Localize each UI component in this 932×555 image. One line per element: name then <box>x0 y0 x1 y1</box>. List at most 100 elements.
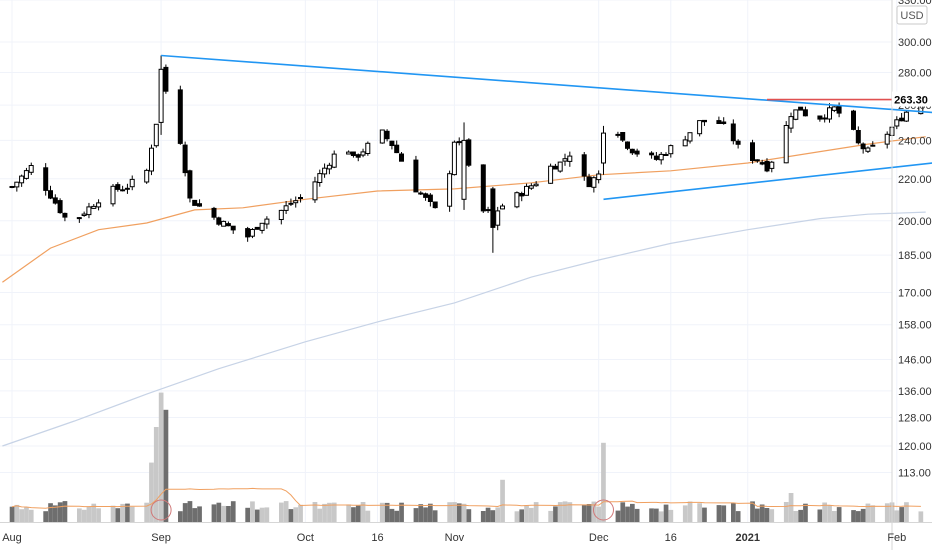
volume-bar <box>582 505 587 522</box>
candle <box>722 117 726 125</box>
candle <box>159 56 163 135</box>
volume-bar <box>462 504 467 522</box>
candle <box>121 186 125 192</box>
candle <box>828 103 832 123</box>
y-tick-label: 113.00 <box>898 468 931 480</box>
x-axis[interactable]: AugSepOct16NovDec162021FebMar <box>2 532 932 544</box>
volume-bar <box>390 509 395 522</box>
y-tick-label: 128.00 <box>898 413 932 425</box>
volume-bar <box>563 501 568 522</box>
candle <box>366 142 370 156</box>
volume-bar <box>760 505 765 523</box>
volume-bar <box>217 503 222 522</box>
volume-bar <box>620 502 625 522</box>
candle <box>654 152 658 161</box>
volume-bar <box>529 508 534 522</box>
volume-bar <box>827 505 832 522</box>
volume-bar <box>260 508 265 522</box>
candle <box>255 227 259 230</box>
candle <box>53 194 57 204</box>
candle <box>597 170 601 183</box>
candle <box>313 177 317 203</box>
volume-bar <box>649 508 654 522</box>
candle <box>635 149 639 157</box>
volume-bar <box>15 505 20 522</box>
candle <box>279 210 283 225</box>
candle <box>29 163 33 175</box>
candle <box>823 114 827 122</box>
candle <box>231 226 235 234</box>
candle <box>265 216 269 229</box>
volume-bar <box>197 506 202 522</box>
volume-bar <box>721 505 726 522</box>
candle <box>789 113 793 133</box>
candle <box>885 131 889 148</box>
volume-bar <box>731 503 736 522</box>
candle <box>332 151 336 169</box>
candle <box>178 86 182 145</box>
volume-bar <box>548 511 553 522</box>
candle <box>289 199 293 206</box>
candle <box>116 182 120 192</box>
candle <box>212 207 216 220</box>
candle <box>15 182 19 192</box>
candle <box>467 138 471 167</box>
y-tick-label: 120.00 <box>898 441 932 453</box>
candle <box>799 107 803 110</box>
candle <box>294 197 298 208</box>
volume-bar <box>433 510 438 522</box>
volume-bar <box>130 507 135 522</box>
volume-bar <box>669 510 674 522</box>
candle <box>24 168 28 180</box>
candle <box>58 198 62 214</box>
candle <box>491 187 495 253</box>
candle <box>731 119 735 144</box>
candle <box>20 175 24 187</box>
candle <box>568 152 572 167</box>
volume-bar <box>818 510 823 523</box>
candle <box>318 170 322 187</box>
volume-bar <box>616 511 621 522</box>
candle <box>111 184 115 207</box>
candle <box>592 176 596 192</box>
candle <box>400 152 404 161</box>
candle <box>832 106 836 112</box>
candle <box>496 207 500 230</box>
y-tick-label: 240.00 <box>898 135 932 147</box>
last-price-label: 263.30 <box>894 95 928 107</box>
x-tick-label: Dec <box>589 532 609 544</box>
volume-bar <box>654 509 659 522</box>
candle <box>63 213 67 222</box>
candle <box>717 117 721 124</box>
y-tick-label: 158.00 <box>898 320 932 332</box>
volume-bar <box>293 507 298 522</box>
y-axis[interactable]: 330.00300.00280.00260.00240.00220.00200.… <box>898 0 932 480</box>
x-tick-label: Oct <box>297 532 314 544</box>
volume-bar <box>736 511 741 522</box>
volume-bar <box>226 506 231 522</box>
candle <box>664 152 668 156</box>
candle <box>193 200 197 206</box>
y-tick-label: 220.00 <box>898 174 932 186</box>
volume-bar <box>625 507 630 522</box>
y-tick-label: 136.00 <box>898 386 932 398</box>
candle <box>621 132 625 142</box>
volume-bar <box>500 480 505 522</box>
volume-bar <box>24 507 29 522</box>
candle <box>698 121 702 137</box>
y-tick-label: 300.00 <box>898 37 932 49</box>
candle <box>299 194 303 202</box>
candle <box>563 154 567 166</box>
candle <box>92 204 96 209</box>
candle <box>433 202 437 209</box>
volume-bar <box>159 393 164 522</box>
candle <box>130 176 134 191</box>
candle <box>770 161 774 172</box>
candle <box>222 221 226 227</box>
volume-bar <box>279 503 284 522</box>
y-tick-label: 170.00 <box>898 287 932 299</box>
candle <box>900 113 904 121</box>
candle <box>486 207 490 213</box>
